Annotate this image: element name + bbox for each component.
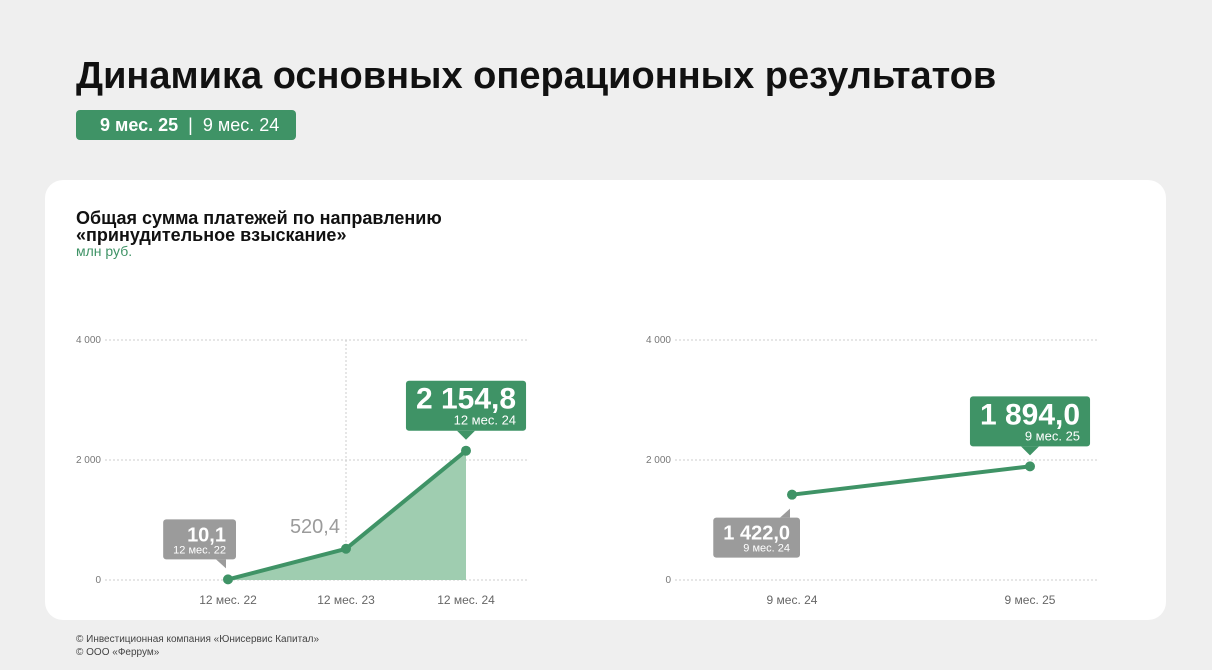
period-tag	[76, 110, 296, 140]
x-tick-label: 12 мес. 22	[199, 593, 257, 607]
value-label: 2 154,8	[416, 383, 516, 416]
point	[787, 489, 797, 500]
y-tick-label: 4 000	[76, 335, 101, 346]
y-tick-label: 0	[665, 575, 671, 586]
point	[461, 445, 471, 456]
x-tick-label: 12 мес. 24	[437, 593, 495, 607]
value-label: 1 894,0	[980, 398, 1080, 431]
x-tick-label: 9 мес. 24	[767, 593, 818, 607]
line	[791, 464, 1031, 497]
page-title: Динамика основных операционных результат…	[76, 55, 996, 97]
callout-box	[405, 380, 527, 431]
callout-category: 9 мес. 24	[743, 543, 790, 555]
card-title: «принудительное взыскание»	[76, 225, 346, 245]
point	[223, 574, 233, 585]
value-label: 10,1	[187, 524, 226, 546]
callout-pointer	[457, 430, 475, 440]
y-tick-label: 2 000	[76, 455, 101, 466]
value-label: 1 422,0	[723, 523, 790, 545]
footer: © ООО «Феррум»	[76, 647, 160, 658]
callout-pointer	[1021, 446, 1039, 456]
period-active: 9 мес. 25	[100, 115, 178, 135]
point	[341, 543, 351, 554]
x-tick-label: 9 мес. 25	[1005, 593, 1056, 607]
y-tick-label: 0	[95, 575, 101, 586]
point	[1025, 461, 1035, 472]
callout-category: 9 мес. 25	[1025, 428, 1080, 443]
callout-box	[713, 517, 800, 558]
area	[228, 450, 466, 580]
y-tick-label: 4 000	[646, 335, 671, 346]
value-label: 520,4	[290, 516, 340, 538]
period-tag-text: 9 мес. 25 | 9 мес. 24	[100, 115, 279, 135]
callout-category: 12 мес. 24	[454, 413, 516, 428]
period-separator: |	[188, 115, 193, 135]
card-unit: млн руб.	[76, 243, 132, 259]
callout-box	[163, 519, 236, 560]
callout-pointer	[780, 508, 790, 518]
y-tick-label: 2 000	[646, 455, 671, 466]
card	[45, 180, 1166, 620]
x-tick-label: 12 мес. 23	[317, 593, 375, 607]
callout-box	[969, 396, 1091, 447]
footer: © Инвестиционная компания «Юнисервис Кап…	[76, 634, 319, 645]
callout-pointer	[216, 559, 226, 569]
card-title: Общая сумма платежей по направлению	[76, 208, 442, 228]
callout-category: 12 мес. 22	[173, 544, 226, 556]
period-other: 9 мес. 24	[203, 115, 279, 135]
